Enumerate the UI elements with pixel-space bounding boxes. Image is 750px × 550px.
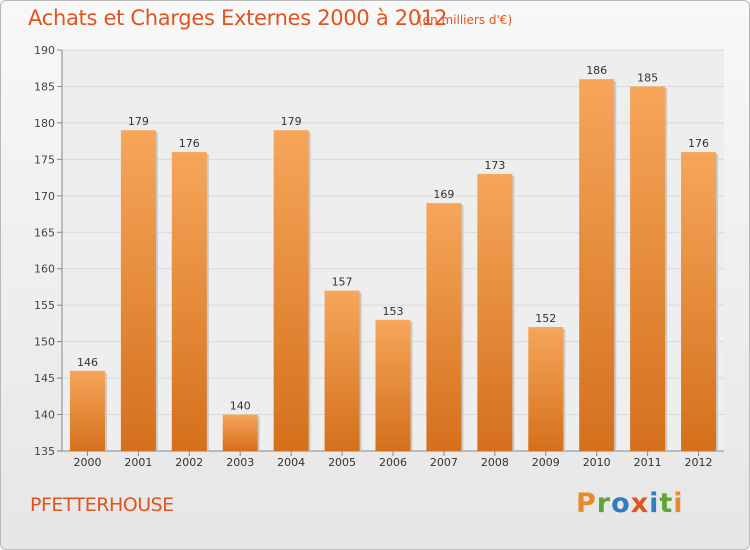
logo-letter: x [630, 488, 650, 519]
y-tick-label: 150 [34, 336, 55, 349]
bar [375, 319, 411, 451]
x-tick-label: 2002 [175, 456, 203, 469]
x-tick-label: 2005 [328, 456, 356, 469]
proxiti-logo: Proxiti [576, 488, 684, 519]
x-tick-label: 2003 [226, 456, 254, 469]
chart-title: Achats et Charges Externes 2000 à 2012 [28, 6, 448, 30]
data-label: 157 [332, 276, 353, 289]
y-tick-label: 190 [34, 44, 55, 57]
data-label: 173 [484, 159, 505, 172]
data-label: 176 [688, 137, 709, 150]
x-tick-label: 2011 [634, 456, 662, 469]
bar [528, 327, 564, 451]
y-tick-label: 140 [34, 409, 55, 422]
y-tick-label: 165 [34, 226, 55, 239]
bar [630, 86, 666, 452]
x-tick-label: 2010 [583, 456, 611, 469]
bar [273, 130, 309, 451]
bar [579, 79, 615, 451]
data-label: 146 [77, 356, 98, 369]
x-tick-label: 2012 [685, 456, 713, 469]
x-tick-label: 2000 [73, 456, 101, 469]
y-tick-label: 180 [34, 117, 55, 130]
x-tick-label: 2008 [481, 456, 509, 469]
y-tick-label: 185 [34, 80, 55, 93]
y-tick-label: 175 [34, 153, 55, 166]
y-tick-label: 155 [34, 299, 55, 312]
bar [171, 152, 207, 451]
place-name: PFETTERHOUSE [30, 494, 174, 516]
data-label: 179 [281, 115, 302, 128]
x-tick-label: 2007 [430, 456, 458, 469]
y-tick-label: 135 [34, 445, 55, 458]
bar [477, 173, 513, 452]
data-label: 153 [383, 305, 404, 318]
data-label: 185 [637, 71, 658, 84]
x-tick-label: 2001 [124, 456, 152, 469]
logo-letter: t [659, 488, 674, 519]
y-tick-label: 160 [34, 263, 55, 276]
y-tick-label: 170 [34, 190, 55, 203]
data-label: 169 [433, 188, 454, 201]
x-tick-label: 2009 [532, 456, 560, 469]
bar [681, 152, 717, 451]
x-tick-label: 2006 [379, 456, 407, 469]
data-label: 186 [586, 64, 607, 77]
chart-subtitle: (en milliers d'€) [418, 13, 513, 27]
data-label: 179 [128, 115, 149, 128]
y-tick-label: 145 [34, 372, 55, 385]
data-label: 140 [230, 400, 251, 413]
logo-letter: i [673, 488, 684, 519]
bar [120, 130, 156, 451]
logo-letter: o [611, 488, 631, 519]
logo-letter: r [596, 488, 612, 519]
bar [69, 370, 105, 451]
x-tick-label: 2004 [277, 456, 305, 469]
data-label: 176 [179, 137, 200, 150]
data-label: 152 [535, 312, 556, 325]
logo-letter: i [649, 488, 660, 519]
bar [324, 290, 360, 451]
logo-letter: P [576, 488, 597, 519]
bar [426, 203, 462, 451]
bar [222, 414, 258, 451]
